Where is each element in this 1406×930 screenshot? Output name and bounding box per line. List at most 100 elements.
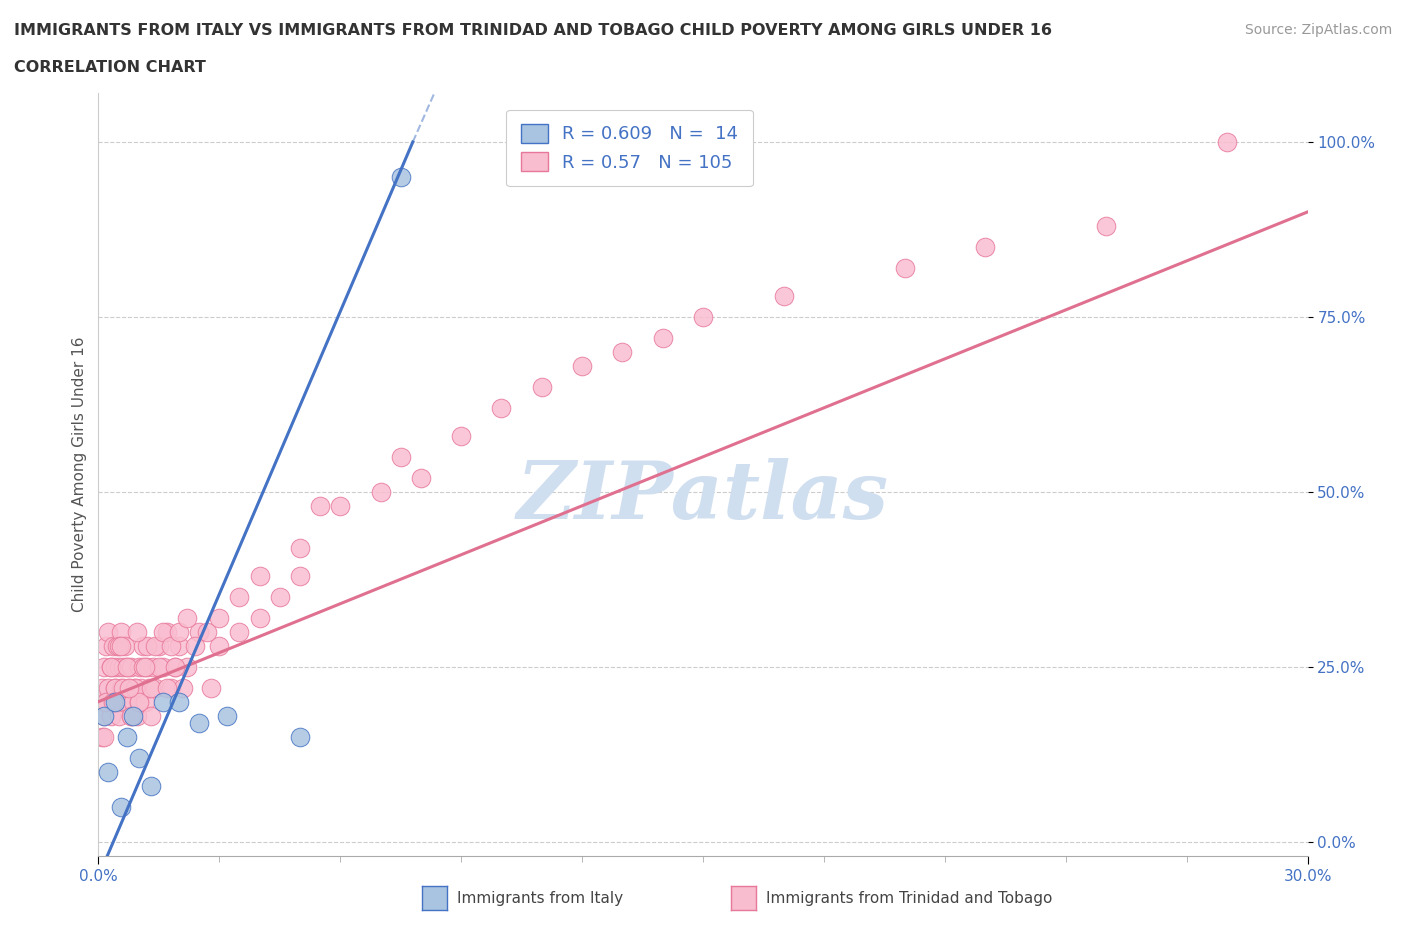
Point	[128, 751, 150, 765]
Point	[163, 659, 186, 674]
Point	[129, 680, 152, 695]
Point	[132, 638, 155, 653]
Point	[139, 709, 162, 724]
Point	[111, 680, 134, 695]
Y-axis label: Child Poverty Among Girls Under 16: Child Poverty Among Girls Under 16	[72, 337, 87, 612]
Point	[139, 680, 162, 695]
Point	[143, 680, 166, 695]
Point	[571, 358, 593, 373]
Point	[228, 624, 250, 639]
Point	[103, 694, 125, 709]
Point	[135, 659, 157, 674]
Point	[208, 638, 231, 653]
Point	[110, 638, 132, 653]
Point	[103, 680, 125, 695]
Point	[110, 624, 132, 639]
Point	[172, 680, 194, 695]
Point	[974, 240, 997, 255]
Point	[96, 694, 118, 709]
Point	[208, 610, 231, 625]
Point	[125, 709, 148, 724]
Point	[409, 471, 432, 485]
Point	[105, 638, 128, 653]
Point	[101, 638, 124, 653]
Point	[692, 310, 714, 325]
Point	[139, 778, 162, 793]
Point	[118, 680, 141, 695]
Point	[124, 680, 146, 695]
Point	[143, 638, 166, 653]
Point	[91, 729, 114, 744]
Point	[1216, 135, 1239, 150]
Point	[107, 638, 129, 653]
Point	[103, 659, 125, 674]
Point	[93, 709, 115, 724]
Point	[309, 498, 332, 513]
Point	[329, 498, 352, 513]
Point	[188, 624, 211, 639]
Point	[111, 694, 134, 709]
Point	[107, 659, 129, 674]
Point	[612, 344, 634, 359]
Point	[96, 694, 118, 709]
Point	[115, 659, 138, 674]
Point	[97, 680, 120, 695]
Point	[93, 709, 115, 724]
Point	[651, 330, 673, 345]
Point	[148, 638, 170, 653]
Point	[160, 638, 183, 653]
Point	[93, 729, 115, 744]
Text: CORRELATION CHART: CORRELATION CHART	[14, 60, 205, 75]
Point	[142, 659, 165, 674]
Point	[121, 694, 143, 709]
Point	[288, 540, 311, 555]
Point	[97, 764, 120, 779]
Point	[107, 709, 129, 724]
Point	[288, 568, 311, 583]
Point	[114, 638, 136, 653]
Point	[115, 694, 138, 709]
Point	[167, 624, 190, 639]
Point	[135, 638, 157, 653]
Point	[249, 568, 271, 583]
Point	[93, 659, 115, 674]
Point	[772, 288, 794, 303]
Point	[97, 624, 120, 639]
Point	[156, 624, 179, 639]
Point	[288, 729, 311, 744]
Point	[128, 694, 150, 709]
Point	[121, 709, 143, 724]
Point	[120, 659, 142, 674]
Point	[124, 680, 146, 695]
Point	[101, 694, 124, 709]
Point	[110, 799, 132, 814]
Point	[115, 729, 138, 744]
Text: Source: ZipAtlas.com: Source: ZipAtlas.com	[1244, 23, 1392, 37]
Point	[111, 659, 134, 674]
Point	[96, 638, 118, 653]
Point	[1095, 219, 1118, 233]
Point	[118, 680, 141, 695]
Point	[105, 694, 128, 709]
Point	[217, 709, 239, 724]
Point	[249, 610, 271, 625]
Point	[132, 659, 155, 674]
Point	[110, 680, 132, 695]
Point	[100, 709, 122, 724]
Point	[389, 169, 412, 184]
Point	[200, 680, 222, 695]
Point	[89, 694, 111, 709]
Point	[91, 680, 114, 695]
Point	[450, 429, 472, 444]
Point	[160, 680, 183, 695]
Point	[176, 659, 198, 674]
Point	[128, 659, 150, 674]
Point	[184, 638, 207, 653]
Point	[100, 659, 122, 674]
Point	[152, 694, 174, 709]
Text: Immigrants from Italy: Immigrants from Italy	[457, 891, 623, 906]
Point	[138, 680, 160, 695]
Point	[115, 659, 138, 674]
Point	[176, 610, 198, 625]
Point	[152, 624, 174, 639]
